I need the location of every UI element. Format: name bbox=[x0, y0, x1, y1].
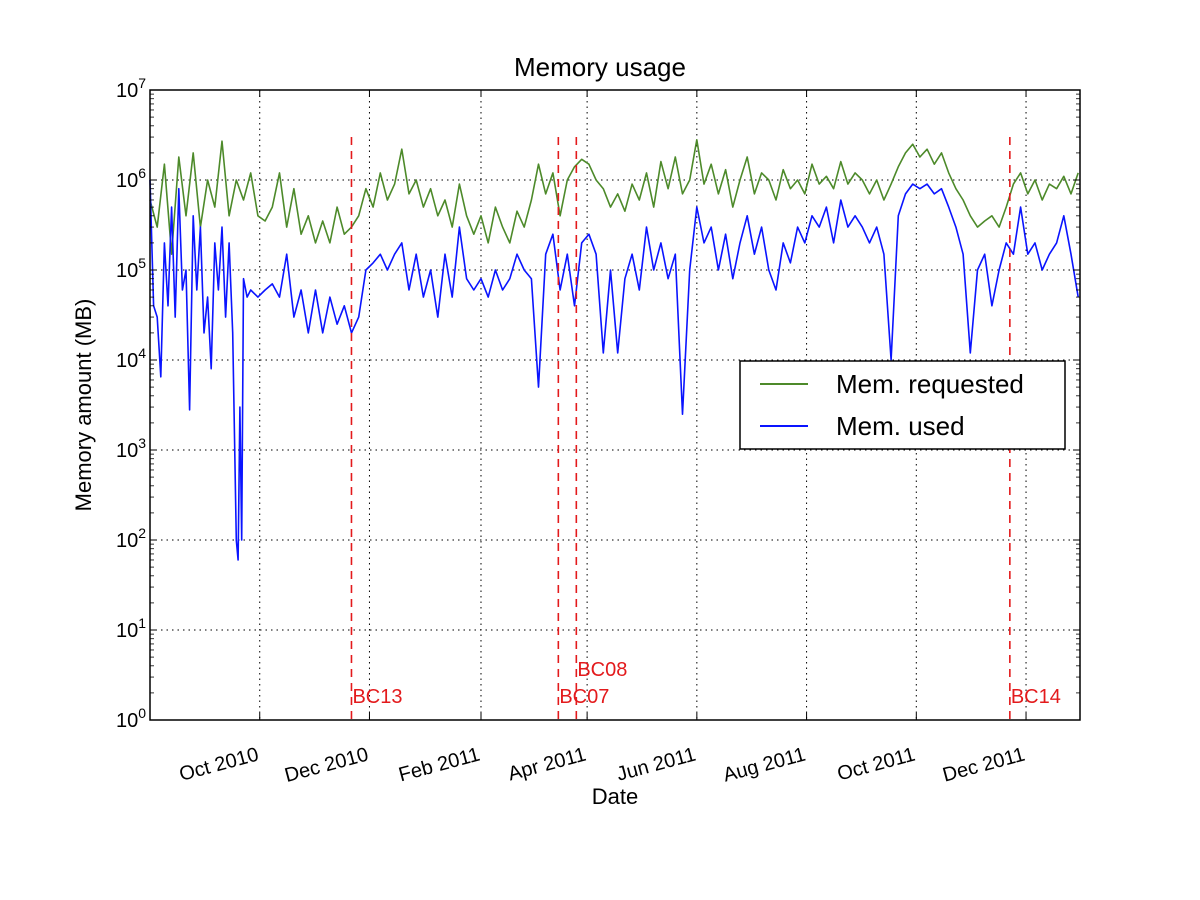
x-tick-label: Dec 2011 bbox=[940, 744, 1027, 787]
event-label-bc14: BC14 bbox=[1011, 686, 1061, 708]
x-tick-label: Aug 2011 bbox=[721, 744, 808, 787]
grid-lines bbox=[150, 90, 1080, 720]
y-tick-label: 100 bbox=[116, 705, 146, 732]
x-tick-label: Oct 2011 bbox=[835, 744, 918, 786]
x-tick-label: Dec 2010 bbox=[282, 744, 370, 787]
chart-title: Memory usage bbox=[514, 52, 686, 82]
legend: Mem. requested Mem. used bbox=[739, 360, 1066, 450]
x-tick-label: Oct 2010 bbox=[177, 744, 261, 786]
y-tick-label: 107 bbox=[116, 75, 146, 102]
legend-entry: Mem. requested bbox=[836, 369, 1024, 399]
y-tick-label: 104 bbox=[116, 345, 146, 372]
legend-box bbox=[739, 360, 1066, 450]
x-tick-label: Jun 2011 bbox=[614, 744, 698, 786]
y-tick-label: 103 bbox=[116, 435, 146, 462]
event-label-bc07: BC07 bbox=[559, 686, 609, 708]
event-label-bc08: BC08 bbox=[577, 659, 627, 681]
y-tick-label: 101 bbox=[116, 615, 146, 642]
series-line-mem-requested bbox=[149, 139, 1079, 255]
legend-entry: Mem. used bbox=[836, 411, 965, 441]
x-axis-label: Date bbox=[591, 784, 639, 809]
x-tick-label: Apr 2011 bbox=[506, 744, 589, 786]
plot-frame bbox=[149, 89, 1081, 721]
x-tick-label: Feb 2011 bbox=[396, 744, 482, 787]
y-axis-label: Memory amount (MB) bbox=[71, 298, 96, 512]
series-layer bbox=[149, 139, 1079, 561]
y-tick-label: 105 bbox=[116, 255, 146, 282]
event-markers: BC13 BC07 BC08 BC14 bbox=[350, 137, 1061, 720]
event-label-bc13: BC13 bbox=[352, 686, 402, 708]
y-tick-label: 102 bbox=[116, 525, 146, 552]
series-line-mem-used bbox=[149, 179, 1079, 561]
y-tick-label: 106 bbox=[116, 165, 146, 192]
